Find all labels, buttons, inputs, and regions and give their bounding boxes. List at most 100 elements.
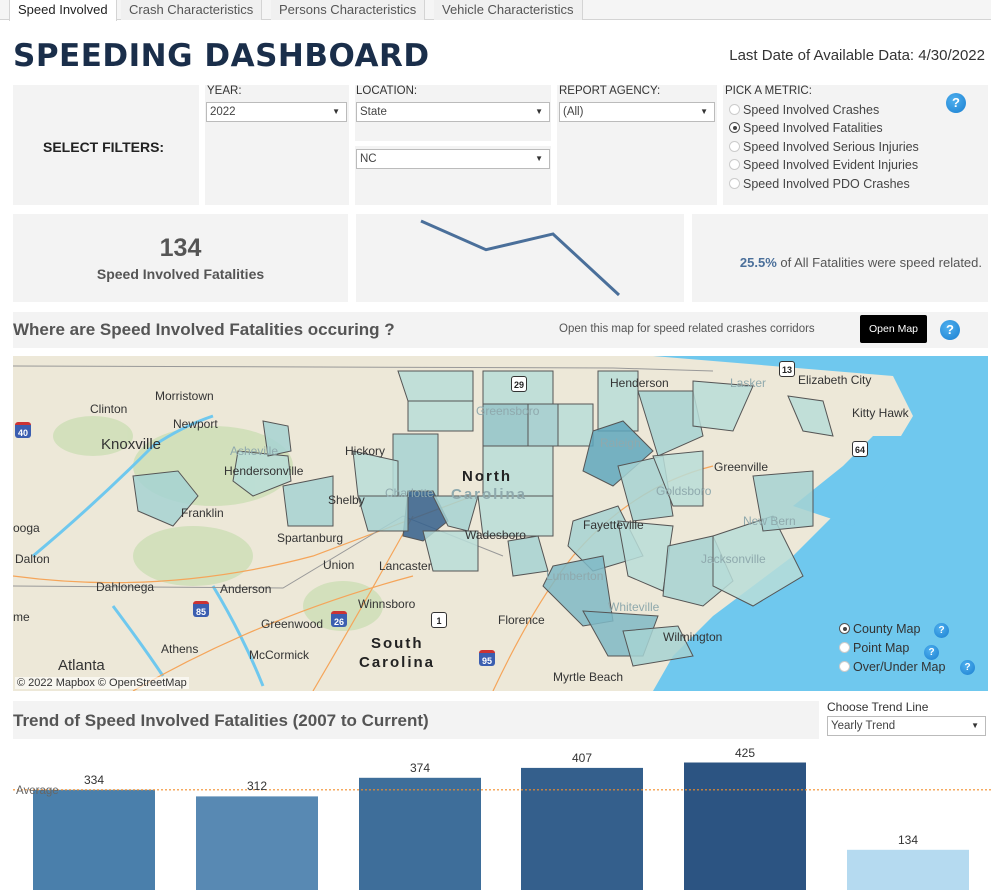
location-select[interactable]: State▼ xyxy=(356,102,550,122)
select-filters-label: SELECT FILTERS: xyxy=(43,139,164,155)
map-city-label: Hendersonville xyxy=(224,464,303,478)
option-label: Speed Involved PDO Crashes xyxy=(743,177,910,191)
help-icon[interactable]: ? xyxy=(946,93,966,113)
tab-vehicle-characteristics[interactable]: Vehicle Characteristics xyxy=(434,0,583,20)
bar-value-label: 134 xyxy=(878,833,938,847)
map-city-label: Clinton xyxy=(90,402,127,416)
option-label: Speed Involved Fatalities xyxy=(743,121,883,135)
map-city-label: Wilmington xyxy=(663,630,722,644)
map-city-label: Anderson xyxy=(220,582,271,596)
map-type-county[interactable]: County Map xyxy=(839,622,920,636)
state-label: North xyxy=(462,468,512,485)
agency-value: (All) xyxy=(563,106,583,118)
map-city-label: Spartanburg xyxy=(277,531,343,545)
option-label: County Map xyxy=(853,622,920,636)
county-shape[interactable] xyxy=(508,536,548,576)
radio-icon xyxy=(729,178,740,189)
trend-bar[interactable] xyxy=(521,768,643,890)
county-shape[interactable] xyxy=(358,496,408,531)
map-city-label: Myrtle Beach xyxy=(553,670,623,684)
location-value: State xyxy=(360,106,387,118)
tab-persons-characteristics[interactable]: Persons Characteristics xyxy=(271,0,425,20)
map-type-point[interactable]: Point Map xyxy=(839,641,909,655)
open-map-button[interactable]: Open Map xyxy=(860,315,927,343)
metric-option-evident-injuries[interactable]: Speed Involved Evident Injuries xyxy=(729,156,918,174)
interstate-shield-icon: 26 xyxy=(331,611,347,627)
map-city-label: Charlotte xyxy=(385,486,434,500)
year-label: YEAR: xyxy=(207,85,242,97)
map-city-label: ooga xyxy=(13,521,40,535)
last-date-label: Last Date of Available Data: xyxy=(729,47,914,64)
metric-option-pdo-crashes[interactable]: Speed Involved PDO Crashes xyxy=(729,175,910,193)
agency-filter-panel: REPORT AGENCY: (All)▼ xyxy=(557,85,717,205)
map-city-label: Lumberton xyxy=(546,569,603,583)
tab-speed-involved[interactable]: Speed Involved xyxy=(9,0,117,21)
map-city-label: Lasker xyxy=(730,376,766,390)
trend-bar[interactable] xyxy=(196,796,318,890)
county-shape[interactable] xyxy=(408,401,473,431)
metric-option-fatalities[interactable]: Speed Involved Fatalities xyxy=(729,119,883,137)
map-city-label: New Bern xyxy=(743,514,796,528)
agency-label: REPORT AGENCY: xyxy=(559,85,660,97)
help-icon[interactable]: ? xyxy=(940,320,960,340)
radio-selected-icon xyxy=(839,623,850,634)
tab-bar: Speed Involved Crash Characteristics Per… xyxy=(0,0,991,20)
interstate-shield-icon: 40 xyxy=(15,422,31,438)
trend-bar[interactable] xyxy=(33,790,155,890)
map-city-label: Goldsboro xyxy=(656,484,711,498)
county-shape[interactable] xyxy=(788,396,833,436)
us-route-shield-icon: 64 xyxy=(852,441,868,457)
map-city-label: Fayetteville xyxy=(583,518,644,532)
radio-icon xyxy=(729,104,740,115)
year-value: 2022 xyxy=(210,106,236,118)
last-date-value: 4/30/2022 xyxy=(918,47,985,64)
map-city-label: Raleigh xyxy=(600,436,641,450)
bar-value-label: 425 xyxy=(715,746,775,760)
bar-value-label: 407 xyxy=(552,751,612,765)
county-shape[interactable] xyxy=(398,371,473,401)
map-city-label: Kitty Hawk xyxy=(852,406,909,420)
option-label: Point Map xyxy=(853,641,909,655)
county-shape[interactable] xyxy=(558,404,593,446)
map-attribution[interactable]: © 2022 Mapbox © OpenStreetMap xyxy=(15,677,189,689)
option-label: Speed Involved Crashes xyxy=(743,103,879,117)
help-icon[interactable]: ? xyxy=(924,645,939,660)
average-label: Average xyxy=(16,785,59,797)
metric-option-crashes[interactable]: Speed Involved Crashes xyxy=(729,101,879,119)
divider xyxy=(355,141,551,146)
kpi-total-panel: 134 Speed Involved Fatalities xyxy=(13,214,348,302)
percent-value: 25.5% xyxy=(740,255,777,270)
trend-select[interactable]: Yearly Trend▼ xyxy=(827,716,986,736)
state-label: Carolina xyxy=(451,486,527,503)
select-filters-panel: SELECT FILTERS: xyxy=(13,85,199,205)
trend-bar[interactable] xyxy=(847,850,969,890)
metric-option-serious-injuries[interactable]: Speed Involved Serious Injuries xyxy=(729,138,919,156)
map-type-over-under[interactable]: Over/Under Map xyxy=(839,660,945,674)
agency-select[interactable]: (All)▼ xyxy=(559,102,715,122)
map-city-label: Winnsboro xyxy=(358,597,415,611)
chevron-down-icon: ▼ xyxy=(971,717,979,735)
county-shape[interactable] xyxy=(283,476,333,526)
help-icon[interactable]: ? xyxy=(960,660,975,675)
map-section-title: Where are Speed Involved Fatalities occu… xyxy=(13,320,395,340)
radio-icon xyxy=(839,661,850,672)
trend-bar[interactable] xyxy=(684,763,806,890)
kpi-value: 134 xyxy=(13,234,348,263)
help-icon[interactable]: ? xyxy=(934,623,949,638)
year-select[interactable]: 2022▼ xyxy=(206,102,347,122)
state-label: Carolina xyxy=(359,654,435,671)
tab-crash-characteristics[interactable]: Crash Characteristics xyxy=(121,0,262,20)
trend-choose-label: Choose Trend Line xyxy=(827,700,928,714)
location-sub-select[interactable]: NC ▼ xyxy=(356,149,550,169)
us-route-shield-icon: 13 xyxy=(779,361,795,377)
bar-value-label: 312 xyxy=(227,779,287,793)
map-city-label: Athens xyxy=(161,642,198,656)
trend-bar[interactable] xyxy=(359,778,481,890)
map-city-label: Jacksonville xyxy=(701,552,766,566)
map-header: Where are Speed Involved Fatalities occu… xyxy=(13,312,988,348)
map-city-label: Shelby xyxy=(328,493,365,507)
location-sub-value: NC xyxy=(360,153,377,165)
chevron-down-icon: ▼ xyxy=(535,150,543,168)
location-label: LOCATION: xyxy=(356,85,417,97)
